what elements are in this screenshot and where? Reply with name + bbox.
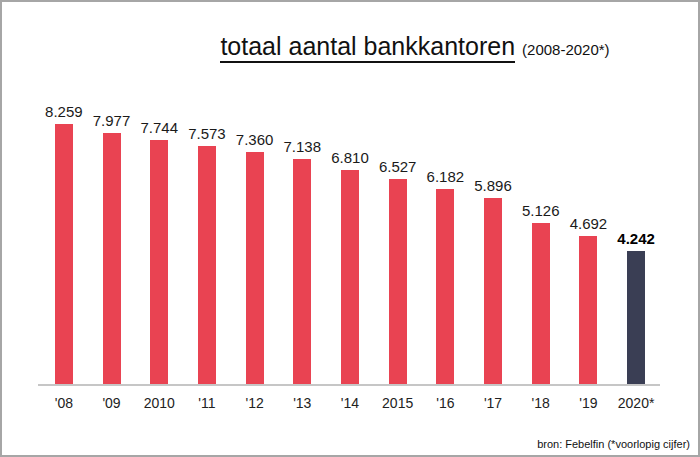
bar-column: 7.744	[135, 119, 183, 384]
x-axis-label: '18	[517, 395, 565, 411]
bar	[436, 189, 454, 384]
x-axis-line	[38, 384, 660, 386]
bar-value-label: 7.744	[140, 119, 178, 136]
bar	[55, 124, 73, 384]
bar-column: 7.360	[231, 131, 279, 384]
bar-value-label: 5.896	[474, 177, 512, 194]
source-note: bron: Febelfin (*voorlopig cijfer)	[537, 438, 690, 450]
x-axis-label: '09	[88, 395, 136, 411]
x-axis-label: '11	[183, 395, 231, 411]
bar	[484, 198, 502, 384]
x-axis-label: '19	[565, 395, 613, 411]
bar-column: 4.242	[612, 230, 660, 385]
bar-column: 7.977	[88, 112, 136, 384]
bar-value-label: 7.360	[236, 131, 274, 148]
x-axis-label: '14	[326, 395, 374, 411]
bar	[341, 170, 359, 384]
bar-column: 6.810	[326, 149, 374, 384]
chart-title-suffix: (2008-2020*)	[522, 41, 610, 58]
bar	[246, 152, 264, 384]
x-axis-labels: '08'092010'11'12'13'142015'16'17'18'1920…	[40, 395, 660, 411]
bar-column: 4.692	[565, 215, 613, 384]
bar-value-label: 6.182	[427, 168, 465, 185]
bar-value-label: 4.692	[570, 215, 608, 232]
bar-column: 8.259	[40, 103, 88, 384]
bar-value-label: 7.138	[284, 138, 322, 155]
chart-title: totaal aantal bankkantoren (2008-2020*)	[2, 32, 698, 61]
bar-highlight	[627, 251, 645, 385]
bar-column: 7.138	[278, 138, 326, 384]
x-axis-label: '13	[278, 395, 326, 411]
x-axis-label: '08	[40, 395, 88, 411]
bar-value-label: 6.527	[379, 158, 417, 175]
bar-value-label: 5.126	[522, 202, 560, 219]
chart-title-main: totaal aantal bankkantoren	[220, 32, 515, 63]
bars-row: 8.259 7.977 7.744 7.573 7.360 7.138 6.810 6.527…	[40, 84, 660, 384]
x-axis-label: '17	[469, 395, 517, 411]
bar	[389, 179, 407, 385]
bar	[103, 133, 121, 384]
bar-value-label: 4.242	[617, 230, 655, 247]
bar-value-label: 7.977	[93, 112, 131, 129]
bar	[293, 159, 311, 384]
bar	[532, 223, 550, 384]
bar-column: 6.182	[422, 168, 470, 384]
bar-column: 6.527	[374, 158, 422, 385]
chart-canvas: totaal aantal bankkantoren (2008-2020*) 8…	[0, 0, 700, 457]
x-axis-label: 2010	[135, 395, 183, 411]
bar	[150, 140, 168, 384]
bar-value-label: 8.259	[45, 103, 83, 120]
bar	[579, 236, 597, 384]
bar-column: 5.896	[469, 177, 517, 384]
bar-value-label: 6.810	[331, 149, 369, 166]
bar-value-label: 7.573	[188, 125, 226, 142]
x-axis-label: 2015	[374, 395, 422, 411]
x-axis-label: '12	[231, 395, 279, 411]
x-axis-label: '16	[422, 395, 470, 411]
x-axis-label: 2020*	[612, 395, 660, 411]
bar	[198, 146, 216, 384]
bar-column: 7.573	[183, 125, 231, 384]
bar-column: 5.126	[517, 202, 565, 384]
